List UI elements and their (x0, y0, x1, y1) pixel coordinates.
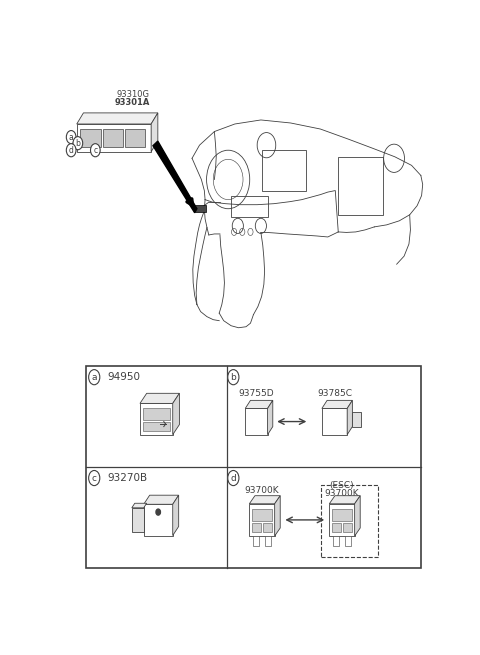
Bar (77, 124, 151, 152)
Polygon shape (267, 400, 273, 435)
Text: 93700K: 93700K (245, 486, 279, 495)
Bar (264, 536, 271, 546)
Text: 93755D: 93755D (239, 389, 274, 398)
Text: 93310G: 93310G (116, 90, 149, 100)
Text: c: c (92, 474, 97, 483)
Polygon shape (144, 495, 179, 504)
Bar (252, 523, 261, 532)
Bar (86, 366, 421, 568)
Bar (143, 409, 170, 420)
Text: 93270B: 93270B (108, 473, 148, 483)
Bar (249, 504, 275, 536)
Bar (332, 523, 341, 532)
Polygon shape (347, 400, 352, 435)
Polygon shape (275, 496, 280, 536)
Bar (333, 536, 339, 546)
Bar (352, 411, 360, 426)
Text: b: b (230, 373, 236, 382)
Bar (252, 536, 259, 546)
Polygon shape (245, 400, 273, 409)
Bar (103, 129, 123, 147)
Polygon shape (153, 141, 197, 213)
Circle shape (156, 509, 160, 515)
Polygon shape (151, 113, 158, 152)
Bar (252, 509, 272, 521)
Polygon shape (355, 496, 360, 536)
Bar (81, 129, 100, 147)
Bar (245, 409, 267, 435)
Bar (321, 485, 378, 557)
Bar (140, 403, 173, 435)
Polygon shape (140, 393, 180, 403)
Bar (332, 509, 352, 521)
Polygon shape (329, 496, 360, 504)
Circle shape (89, 470, 100, 485)
Bar (262, 150, 306, 191)
Polygon shape (249, 496, 280, 504)
Bar (345, 536, 351, 546)
Circle shape (228, 470, 239, 485)
Text: b: b (75, 139, 80, 147)
Text: 93301A: 93301A (115, 98, 150, 107)
Text: c: c (93, 145, 97, 155)
Circle shape (228, 369, 239, 384)
Bar (132, 508, 144, 532)
Bar (264, 523, 272, 532)
Bar (322, 409, 347, 435)
Text: a: a (69, 132, 73, 141)
Polygon shape (173, 495, 179, 536)
Bar (344, 523, 352, 532)
Text: 93785C: 93785C (317, 389, 352, 398)
Bar (143, 422, 170, 430)
Bar (144, 504, 173, 536)
Text: d: d (69, 145, 73, 155)
Text: 93700K: 93700K (324, 489, 360, 498)
Bar (338, 157, 383, 215)
Bar (195, 204, 206, 212)
Text: (ESC): (ESC) (330, 481, 354, 490)
Polygon shape (173, 393, 180, 435)
Polygon shape (132, 503, 147, 508)
Circle shape (66, 130, 76, 143)
Polygon shape (77, 113, 158, 124)
Bar (231, 196, 267, 217)
Bar (329, 504, 355, 536)
Circle shape (91, 143, 100, 157)
Circle shape (66, 143, 76, 157)
Text: 94950: 94950 (108, 372, 141, 382)
Bar (125, 129, 145, 147)
Circle shape (89, 369, 100, 384)
Polygon shape (322, 400, 352, 409)
Circle shape (73, 137, 83, 150)
Text: d: d (230, 474, 236, 483)
Text: a: a (92, 373, 97, 382)
